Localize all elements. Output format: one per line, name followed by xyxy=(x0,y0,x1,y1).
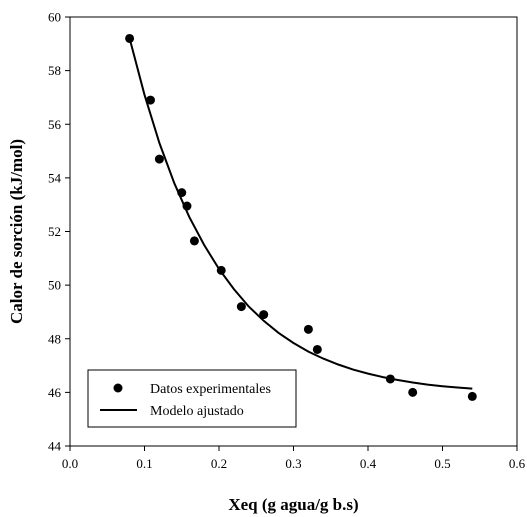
legend-label-modelo: Modelo ajustado xyxy=(150,404,244,419)
x-tick-label: 0.3 xyxy=(285,456,301,471)
legend-marker-icon xyxy=(114,384,123,393)
x-tick-label: 0.0 xyxy=(62,456,78,471)
y-tick-label: 48 xyxy=(48,331,61,346)
y-tick-label: 58 xyxy=(48,63,61,78)
data-point xyxy=(146,96,155,105)
data-point xyxy=(304,325,313,334)
data-point xyxy=(386,374,395,383)
y-tick-label: 46 xyxy=(48,385,62,400)
legend: Datos experimentales Modelo ajustado xyxy=(88,370,296,427)
data-point xyxy=(313,345,322,354)
data-point xyxy=(177,188,186,197)
y-tick-label: 52 xyxy=(48,224,61,239)
data-point xyxy=(237,302,246,311)
y-tick-label: 44 xyxy=(48,439,62,454)
x-tick-label: 0.2 xyxy=(211,456,227,471)
fitted-curve-line xyxy=(130,38,473,388)
data-point xyxy=(259,310,268,319)
y-tick-label: 56 xyxy=(48,117,62,132)
y-tick-label: 54 xyxy=(48,170,62,185)
x-tick-label: 0.6 xyxy=(509,456,526,471)
data-point xyxy=(408,388,417,397)
fitted-curve-layer xyxy=(130,38,473,388)
x-tick-label: 0.1 xyxy=(136,456,152,471)
data-point xyxy=(190,236,199,245)
data-point xyxy=(182,202,191,211)
data-point xyxy=(125,34,134,43)
data-points-layer xyxy=(125,34,477,401)
data-point xyxy=(155,155,164,164)
x-axis-title: Xeq (g agua/g b.s) xyxy=(228,495,358,514)
y-axis-title: Calor de sorción (kJ/mol) xyxy=(7,139,26,324)
x-tick-label: 0.5 xyxy=(434,456,450,471)
x-tick-label: 0.4 xyxy=(360,456,377,471)
data-point xyxy=(468,392,477,401)
y-tick-label: 60 xyxy=(48,10,61,25)
y-axis-ticks: 44 46 48 50 52 54 56 58 60 xyxy=(48,10,70,454)
y-tick-label: 50 xyxy=(48,278,61,293)
x-axis-ticks: 0.0 0.1 0.2 0.3 0.4 0.5 0.6 xyxy=(62,446,526,471)
data-point xyxy=(217,266,226,275)
legend-label-datos: Datos experimentales xyxy=(150,382,271,397)
